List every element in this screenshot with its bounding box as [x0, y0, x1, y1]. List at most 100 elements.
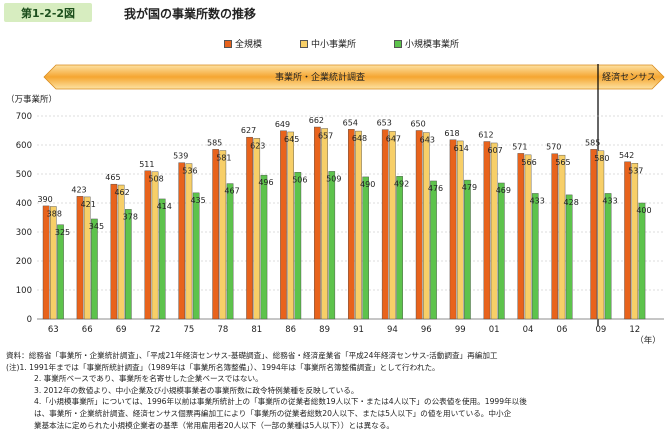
bar-0-06: [551, 153, 559, 320]
bar-0-91: [347, 129, 355, 320]
note-4: 4.「小規模事業所」については、1996年以前は事業所統計上の「事業所の従業者総…: [34, 397, 527, 407]
data-label-1-72: 508: [148, 175, 163, 184]
bar-1-81: [253, 138, 261, 320]
data-label-0-66: 423: [71, 185, 86, 194]
data-label-2-94: 492: [394, 179, 409, 188]
y-tick-label-500: 500: [16, 170, 32, 180]
data-label-1-01: 607: [487, 146, 502, 155]
data-label-1-66: 421: [81, 200, 96, 209]
note-2: 2. 事業所ベースであり、事業所を名寄せした企業ベースではない。: [34, 374, 263, 384]
bar-0-66: [76, 196, 84, 320]
bar-2-75: [192, 192, 200, 320]
data-label-2-89: 509: [326, 174, 341, 183]
legend-swatch-total: [224, 39, 232, 48]
x-tick-label-63: 63: [48, 325, 59, 335]
data-label-1-89: 657: [318, 131, 333, 140]
data-label-0-94: 653: [377, 119, 392, 128]
data-label-0-99: 618: [444, 129, 459, 138]
bar-1-06: [558, 154, 566, 320]
x-tick-label-75: 75: [184, 325, 195, 335]
data-label-2-99: 479: [462, 183, 477, 192]
bar-2-04: [531, 193, 539, 320]
note-4-cont-2: 業基本法に定められた小規模企業者の基準（常用雇用者20人以下（一部の業種は5人以…: [34, 420, 395, 430]
data-label-0-06: 570: [546, 143, 561, 152]
legend-label-sme: 中小事業所: [311, 40, 357, 50]
data-label-2-91: 490: [360, 180, 375, 189]
legend-label-total: 全規模: [235, 40, 263, 50]
bar-2-94: [396, 176, 403, 320]
bar-2-06: [565, 194, 573, 320]
data-label-1-96: 643: [420, 136, 435, 145]
x-tick-label-04: 04: [523, 325, 534, 335]
data-label-2-96: 476: [428, 184, 443, 193]
x-tick-label-72: 72: [150, 325, 161, 335]
data-label-1-69: 462: [114, 188, 129, 197]
bar-2-01: [498, 182, 505, 320]
data-label-2-12: 400: [636, 206, 651, 215]
y-tick-label-400: 400: [16, 199, 32, 209]
y-tick-label-300: 300: [16, 228, 32, 238]
data-label-2-81: 496: [258, 178, 273, 187]
bar-1-78: [219, 150, 227, 320]
x-tick-label-66: 66: [82, 325, 93, 335]
bar-2-69: [125, 209, 132, 320]
bar-0-94: [381, 129, 389, 320]
data-label-0-81: 627: [241, 126, 256, 135]
legend-label-small: 小規模事業所: [405, 40, 460, 50]
data-label-1-04: 566: [521, 158, 536, 167]
bar-2-12: [638, 202, 646, 320]
figure-header: 第1-2-2図 我が国の事業所数の推移: [0, 0, 670, 24]
bar-2-96: [430, 180, 437, 320]
legend-swatch-sme: [300, 39, 309, 48]
data-label-2-86: 506: [292, 175, 307, 184]
bar-1-66: [83, 196, 91, 320]
data-label-1-94: 647: [386, 134, 401, 143]
bar-2-86: [294, 172, 302, 320]
data-label-0-75: 539: [173, 152, 188, 161]
bar-1-96: [423, 132, 430, 320]
data-label-0-69: 465: [105, 173, 120, 182]
note-4-cont-1: は、事業所・企業統計調査、経済センサス個票再編加工により「事業所の従業者総数20…: [34, 408, 512, 418]
banner-left-label: 事業所・企業統計調査: [275, 71, 365, 83]
x-tick-label-94: 94: [387, 325, 398, 335]
legend-item-total: 全規模: [224, 37, 262, 50]
bar-1-75: [185, 163, 193, 320]
data-label-0-09: 585: [585, 138, 600, 147]
x-axis-ticks: 63 66 69 72 75 78 81 86 89 91 94 96 99 01 04 06 09 12: [48, 325, 640, 335]
bar-0-86: [280, 130, 287, 320]
x-tick-label-96: 96: [421, 325, 432, 335]
data-label-0-86: 649: [275, 120, 290, 129]
bar-0-96: [415, 130, 423, 320]
bar-2-91: [362, 176, 369, 320]
bar-2-78: [226, 183, 234, 320]
bar-1-04: [524, 154, 532, 320]
data-label-1-99: 614: [454, 144, 469, 153]
data-label-1-06: 565: [555, 158, 570, 167]
data-label-2-06: 428: [564, 198, 579, 207]
x-tick-label-89: 89: [319, 325, 330, 335]
bar-1-94: [389, 131, 396, 320]
bar-1-69: [117, 184, 125, 320]
data-label-2-01: 469: [496, 186, 511, 195]
legend-item-small: 小規模事業所: [394, 37, 459, 50]
bar-0-69: [110, 183, 118, 320]
data-label-2-69: 378: [123, 212, 138, 221]
note-source: 資料：総務省「事業所・企業統計調査」、「平成21年経済センサス-基礎調査」、総務…: [6, 351, 498, 360]
bar-1-91: [355, 130, 362, 320]
data-label-0-72: 511: [139, 160, 154, 169]
bar-0-81: [246, 136, 253, 320]
y-tick-label-600: 600: [16, 141, 32, 151]
bar-0-12: [624, 161, 631, 320]
data-label-1-09: 580: [594, 154, 609, 163]
bar-0-01: [483, 141, 491, 320]
data-label-2-04: 433: [530, 196, 545, 205]
y-axis-ticks: 0 100 200 300 400 500 600 700: [16, 112, 32, 325]
data-label-1-12: 537: [628, 166, 643, 175]
x-tick-label-06: 06: [557, 325, 568, 335]
note-1: (注)1. 1991年までは「事業所統計調査」（1989年は「事業所名簿整備」）…: [6, 362, 440, 372]
bar-0-89: [314, 126, 321, 320]
legend-swatch-small: [394, 39, 403, 48]
note-3: 3. 2012年の数値より、中小企業及び小規模事業者の事業所数に政令特例業種を反…: [34, 385, 359, 395]
y-axis-unit-label: （万事業所）: [6, 94, 57, 105]
bar-0-63: [42, 205, 50, 320]
